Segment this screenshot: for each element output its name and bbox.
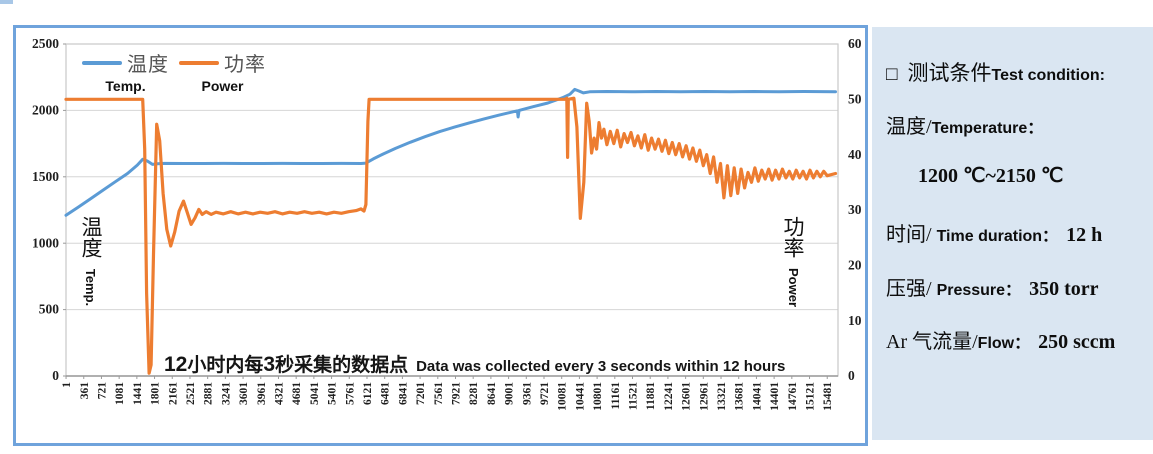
legend-label-zh: 温度	[127, 54, 169, 76]
test-conditions-panel: □ 测试条件Test condition: 温度/Temperature： 120…	[872, 27, 1153, 440]
svg-text:14041: 14041	[751, 382, 763, 411]
svg-text:7201: 7201	[415, 382, 427, 405]
svg-text:361: 361	[79, 382, 91, 400]
svg-text:60: 60	[848, 36, 862, 51]
condition-temperature: 温度/Temperature：	[886, 116, 1044, 138]
svg-text:6121: 6121	[362, 382, 374, 405]
condition-time-duration: 时间/ Time duration： 12 h	[886, 224, 1103, 246]
svg-text:15481: 15481	[822, 382, 834, 411]
chart-legend: 温度 Temp. 功率 Power	[82, 48, 266, 94]
condition-temperature-range: 1200 ℃~2150 ℃	[918, 165, 1064, 187]
svg-text:6481: 6481	[380, 382, 392, 405]
svg-text:14401: 14401	[769, 382, 781, 411]
svg-text:5041: 5041	[309, 382, 321, 405]
svg-text:9001: 9001	[504, 382, 516, 405]
svg-text:14761: 14761	[787, 382, 799, 411]
legend-label-en: Power	[201, 78, 244, 94]
svg-text:8641: 8641	[486, 382, 498, 405]
svg-text:0: 0	[52, 368, 59, 383]
square-bullet-icon: □	[886, 64, 898, 85]
svg-text:13321: 13321	[716, 382, 728, 411]
svg-text:13681: 13681	[734, 382, 746, 411]
svg-text:50: 50	[848, 91, 862, 106]
svg-text:20: 20	[848, 257, 862, 272]
svg-text:721: 721	[96, 382, 108, 400]
svg-text:12961: 12961	[698, 382, 710, 411]
svg-text:11161: 11161	[610, 382, 622, 410]
legend-label-zh: 功率	[224, 54, 266, 76]
svg-text:2500: 2500	[32, 36, 59, 51]
legend-item-power: 功率 Power	[179, 48, 266, 94]
conditions-title: □ 测试条件Test condition:	[886, 61, 1105, 85]
svg-text:4681: 4681	[291, 382, 303, 405]
svg-text:1801: 1801	[150, 382, 162, 405]
svg-text:1441: 1441	[132, 382, 144, 405]
chart-panel: 0 500 1000 1500 2000 2500 0 10 20 30 40 50 60 1 361 721…	[13, 25, 868, 446]
svg-text:2000: 2000	[32, 102, 59, 117]
chart-annotation: 12小时内每3秒采集的数据点 Data was collected every 3…	[164, 353, 786, 376]
svg-text:1500: 1500	[32, 169, 59, 184]
svg-text:10441: 10441	[574, 382, 586, 411]
svg-text:4321: 4321	[273, 382, 285, 405]
svg-text:2161: 2161	[167, 382, 179, 405]
svg-text:3601: 3601	[238, 382, 250, 405]
svg-text:500: 500	[39, 302, 60, 317]
svg-text:2881: 2881	[203, 382, 215, 405]
svg-text:3961: 3961	[256, 382, 268, 405]
svg-text:2521: 2521	[185, 382, 197, 405]
svg-text:1081: 1081	[114, 382, 126, 405]
svg-text:40: 40	[848, 147, 862, 162]
chart-svg: 0 500 1000 1500 2000 2500 0 10 20 30 40 50 60 1 361 721…	[32, 36, 862, 411]
svg-text:10081: 10081	[557, 382, 569, 411]
temperature-line-swatch	[82, 60, 122, 65]
left-axis-title: 温度 Temp.	[79, 216, 103, 307]
svg-text:15121: 15121	[805, 382, 817, 411]
legend-label-en: Temp.	[105, 78, 146, 94]
svg-text:1000: 1000	[32, 235, 59, 250]
power-line-swatch	[179, 60, 219, 65]
svg-text:10: 10	[848, 313, 862, 328]
svg-text:9361: 9361	[521, 382, 533, 405]
svg-text:11521: 11521	[628, 382, 640, 410]
svg-text:12601: 12601	[681, 382, 693, 411]
condition-argon-flow: Ar 气流量/Flow： 250 sccm	[886, 331, 1116, 353]
svg-text:1: 1	[61, 382, 73, 388]
svg-text:5401: 5401	[327, 382, 339, 405]
svg-text:6841: 6841	[397, 382, 409, 405]
corner-artifact	[0, 0, 13, 4]
svg-text:7921: 7921	[450, 382, 462, 405]
svg-text:5761: 5761	[344, 382, 356, 405]
svg-text:0: 0	[848, 368, 855, 383]
condition-pressure: 压强/ Pressure： 350 torr	[886, 278, 1099, 300]
svg-text:7561: 7561	[433, 382, 445, 405]
svg-text:30: 30	[848, 202, 862, 217]
svg-text:10801: 10801	[592, 382, 604, 411]
svg-text:8281: 8281	[468, 382, 480, 405]
right-axis-title: 功率 Power	[781, 216, 805, 308]
svg-text:12241: 12241	[663, 382, 675, 411]
svg-text:3241: 3241	[220, 382, 232, 405]
legend-item-temperature: 温度 Temp.	[82, 48, 169, 94]
svg-text:9721: 9721	[539, 382, 551, 405]
svg-text:11881: 11881	[645, 382, 657, 410]
